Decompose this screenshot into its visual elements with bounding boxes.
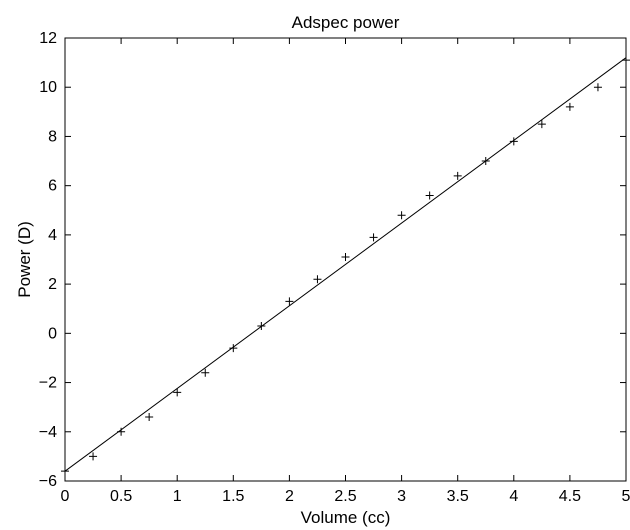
data-point-marker (173, 388, 182, 397)
x-tick-label: 3.5 (447, 488, 469, 505)
chart-title: Adspec power (292, 13, 400, 32)
data-point-marker (565, 102, 574, 111)
y-tick-label: 10 (39, 79, 57, 96)
data-point-marker (509, 137, 518, 146)
y-axis-title: Power (D) (15, 221, 34, 298)
data-point-marker (425, 191, 434, 200)
fit-line (64, 57, 627, 472)
x-tick-label: 1.5 (222, 488, 244, 505)
x-tick-label: 0 (61, 488, 70, 505)
data-point-marker (341, 253, 350, 262)
data-point-marker (369, 233, 378, 242)
y-tick-label: 2 (48, 276, 57, 293)
data-point-marker (453, 171, 462, 180)
y-tick-label: −6 (39, 473, 57, 490)
x-tick-label: 3 (397, 488, 406, 505)
data-point-marker (89, 452, 98, 461)
x-tick-label: 2.5 (334, 488, 356, 505)
data-point-marker (145, 413, 154, 422)
x-tick-label: 1 (173, 488, 182, 505)
y-tick-label: −2 (39, 375, 57, 392)
x-tick-label: 4 (509, 488, 518, 505)
y-tick-label: 0 (48, 325, 57, 342)
data-point-marker (537, 120, 546, 129)
x-tick-label: 2 (285, 488, 294, 505)
x-tick-label: 4.5 (559, 488, 581, 505)
y-tick-label: −4 (39, 424, 57, 441)
y-tick-label: 12 (39, 30, 57, 47)
y-tick-label: 8 (48, 128, 57, 145)
data-point-marker (285, 297, 294, 306)
data-point-marker (229, 344, 238, 353)
data-point-marker (201, 368, 210, 377)
x-axis-title: Volume (cc) (301, 508, 391, 527)
data-point-marker (397, 211, 406, 220)
x-tick-label: 0.5 (110, 488, 132, 505)
y-tick-label: 6 (48, 178, 57, 195)
plot-area: 0 0.5 1 1.5 2 2.5 3 3.5 4 4.5 5 −6 −4 −2 0 2 4 6 8 10 12 (39, 30, 630, 505)
data-point-marker (313, 275, 322, 284)
y-tick-label: 4 (48, 227, 57, 244)
x-tick-label: 5 (622, 488, 630, 505)
data-point-marker (593, 83, 602, 92)
